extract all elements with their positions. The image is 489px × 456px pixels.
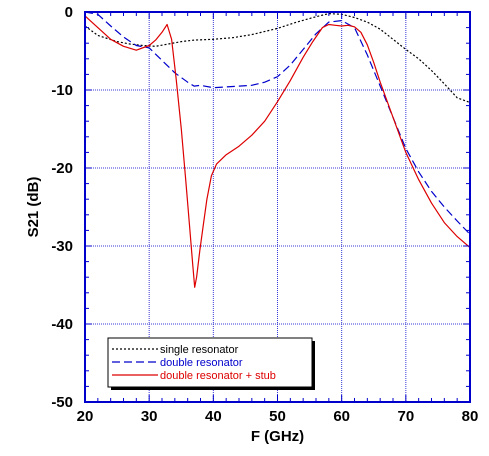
x-tick-label: 60 bbox=[333, 408, 350, 425]
x-tick-label: 50 bbox=[269, 408, 286, 425]
x-tick-label: 40 bbox=[205, 408, 222, 425]
series-line-1 bbox=[84, 11, 471, 235]
x-axis-title: F (GHz) bbox=[251, 428, 304, 445]
legend-label-2: double resonator + stub bbox=[160, 370, 276, 382]
series-line-0 bbox=[84, 13, 471, 104]
legend-label-0: single resonator bbox=[160, 344, 239, 356]
y-tick-label: -50 bbox=[51, 394, 73, 411]
x-tick-label: 30 bbox=[141, 408, 158, 425]
y-tick-label: -30 bbox=[51, 238, 73, 255]
legend-shadow bbox=[111, 387, 315, 390]
tick-labels: 20 30 40 50 60 70 80 0 -10 -20 -30 -40 -50 bbox=[51, 4, 478, 425]
legend-shadow-side bbox=[312, 341, 315, 390]
y-axis-title: S21 (dB) bbox=[25, 177, 42, 238]
y-tick-label: 0 bbox=[65, 4, 73, 21]
x-tick-label: 80 bbox=[462, 408, 479, 425]
y-tick-label: -20 bbox=[51, 160, 73, 177]
y-tick-label: -10 bbox=[51, 82, 73, 99]
x-tick-label: 20 bbox=[77, 408, 94, 425]
y-tick-label: -40 bbox=[51, 316, 73, 333]
x-tick-label: 70 bbox=[397, 408, 414, 425]
legend-label-1: double resonator bbox=[160, 357, 243, 369]
series-line-2 bbox=[84, 15, 471, 288]
series-layer bbox=[84, 11, 471, 288]
